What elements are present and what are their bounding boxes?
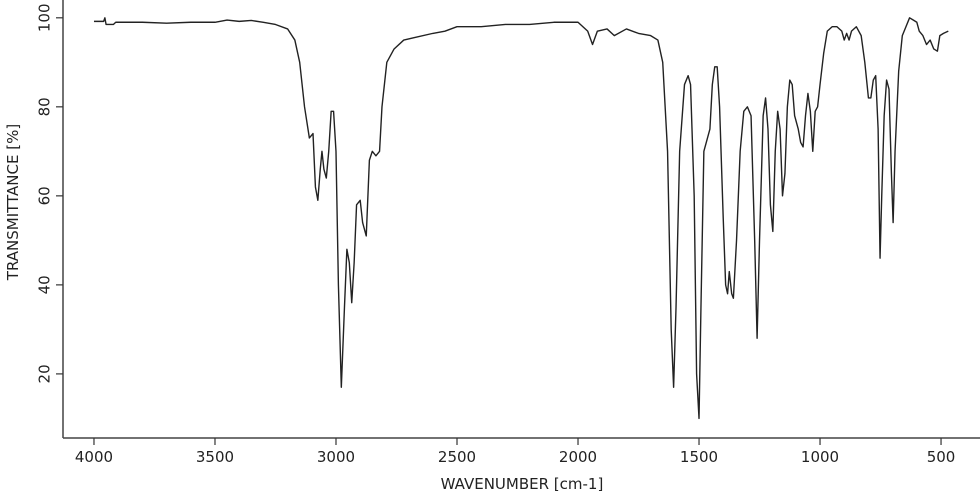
x-tick-label: 2000 [559, 448, 597, 466]
y-tick-label: 20 [36, 364, 54, 383]
y-tick-label: 100 [36, 3, 54, 32]
x-tick-label: 1000 [801, 448, 839, 466]
x-tick-label: 3500 [196, 448, 234, 466]
spectrum-line [93, 17, 949, 420]
x-tick-label: 2500 [438, 448, 476, 466]
x-tick-label: 3000 [317, 448, 355, 466]
x-axis-label: WAVENUMBER [cm-1] [441, 475, 604, 493]
y-tick-label: 40 [36, 275, 54, 294]
x-tick-label: 1500 [680, 448, 718, 466]
x-tick-label: 4000 [75, 448, 113, 466]
y-tick-label: 60 [36, 186, 54, 205]
x-tick-label: 500 [927, 448, 956, 466]
y-tick-label: 80 [36, 97, 54, 116]
y-axis-label: TRANSMITTANCE [%] [4, 124, 22, 281]
